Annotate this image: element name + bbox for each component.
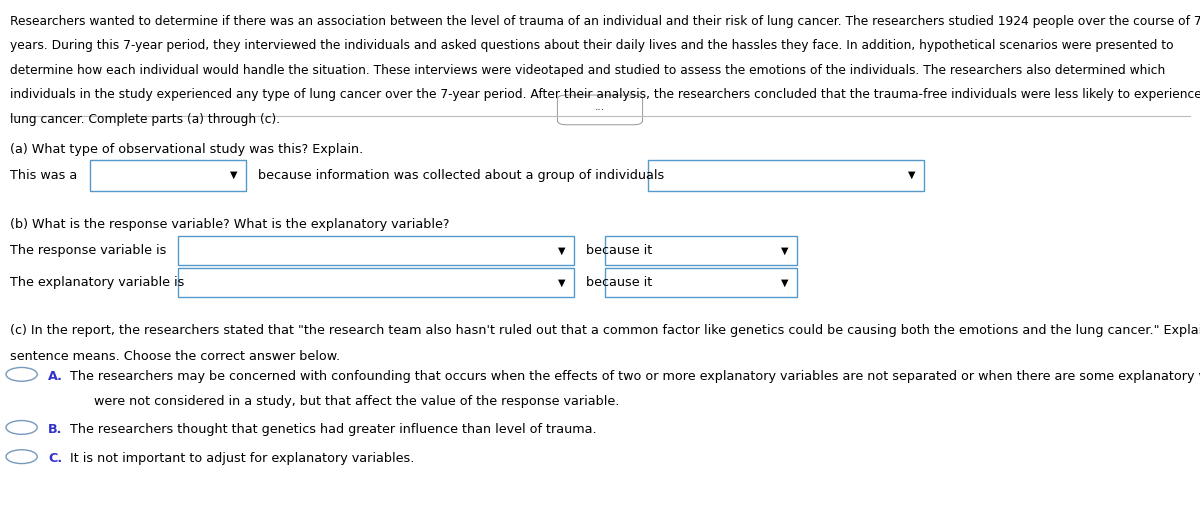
Text: determine how each individual would handle the situation. These interviews were : determine how each individual would hand…	[10, 64, 1165, 76]
Text: ▼: ▼	[908, 170, 916, 180]
FancyBboxPatch shape	[605, 236, 797, 265]
Text: ···: ···	[595, 105, 605, 115]
FancyBboxPatch shape	[557, 95, 643, 125]
Text: ▼: ▼	[781, 278, 788, 287]
FancyBboxPatch shape	[178, 236, 574, 265]
Text: individuals in the study experienced any type of lung cancer over the 7-year per: individuals in the study experienced any…	[10, 88, 1200, 101]
FancyBboxPatch shape	[648, 160, 924, 191]
Text: The explanatory variable is: The explanatory variable is	[10, 276, 184, 289]
Text: ▼: ▼	[230, 170, 238, 180]
Text: It is not important to adjust for explanatory variables.: It is not important to adjust for explan…	[70, 452, 414, 465]
Text: The response variable is: The response variable is	[10, 244, 166, 257]
Text: sentence means. Choose the correct answer below.: sentence means. Choose the correct answe…	[10, 350, 340, 363]
Text: because it: because it	[586, 244, 652, 257]
Text: B.: B.	[48, 423, 62, 436]
Text: The researchers may be concerned with confounding that occurs when the effects o: The researchers may be concerned with co…	[70, 370, 1200, 383]
Text: (c) In the report, the researchers stated that "the research team also hasn't ru: (c) In the report, the researchers state…	[10, 324, 1200, 337]
FancyBboxPatch shape	[90, 160, 246, 191]
Text: (b) What is the response variable? What is the explanatory variable?: (b) What is the response variable? What …	[10, 218, 449, 230]
Circle shape	[6, 421, 37, 434]
Text: A.: A.	[48, 370, 62, 383]
Text: (a) What type of observational study was this? Explain.: (a) What type of observational study was…	[10, 143, 362, 156]
FancyBboxPatch shape	[178, 268, 574, 297]
Text: lung cancer. Complete parts (a) through (c).: lung cancer. Complete parts (a) through …	[10, 113, 280, 125]
Text: because it: because it	[586, 276, 652, 289]
Text: The researchers thought that genetics had greater influence than level of trauma: The researchers thought that genetics ha…	[70, 423, 596, 436]
FancyBboxPatch shape	[605, 268, 797, 297]
Text: were not considered in a study, but that affect the value of the response variab: were not considered in a study, but that…	[94, 395, 619, 407]
Circle shape	[6, 367, 37, 381]
Text: ▼: ▼	[558, 246, 565, 255]
Text: years. During this 7-year period, they interviewed the individuals and asked que: years. During this 7-year period, they i…	[10, 39, 1174, 52]
Text: ▼: ▼	[781, 246, 788, 255]
Text: C.: C.	[48, 452, 62, 465]
Text: This was a: This was a	[10, 169, 77, 182]
Text: Researchers wanted to determine if there was an association between the level of: Researchers wanted to determine if there…	[10, 15, 1200, 28]
Text: ▼: ▼	[558, 278, 565, 287]
Text: because information was collected about a group of individuals: because information was collected about …	[258, 169, 665, 182]
Circle shape	[6, 450, 37, 464]
